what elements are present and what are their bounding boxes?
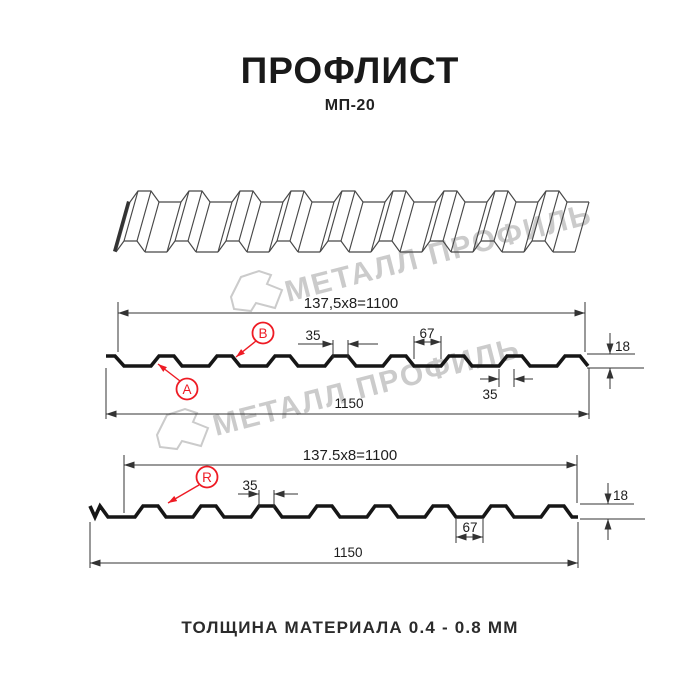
side-a-label: A [182, 382, 191, 397]
side-b-marker [251, 321, 275, 345]
brand-logo-icon [155, 407, 210, 451]
dim-overall-width: 1150 [334, 396, 363, 411]
material-thickness-note: ТОЛЩИНА МАТЕРИАЛА 0.4 - 0.8 ММ [181, 618, 519, 637]
side-b-label: B [258, 326, 267, 341]
dim-crest-width: 35 [242, 478, 257, 493]
profile-outline [88, 502, 578, 522]
brand-logo-icon [229, 269, 284, 313]
dim-height: 18 [615, 339, 630, 354]
watermark-text: МЕТАЛЛ ПРОФИЛЬ [209, 332, 523, 443]
dim-valley-width: 67 [419, 326, 434, 341]
page-subtitle: МП-20 [324, 97, 376, 114]
dim-valley-width: 67 [462, 520, 477, 535]
sheet-cut-edge [113, 201, 130, 252]
dim-crest-width: 35 [305, 328, 320, 343]
dim-height: 18 [613, 488, 628, 503]
page-title: ПРОФЛИСТ [240, 50, 460, 91]
dim-base-width: 35 [482, 387, 497, 402]
watermark: МЕТАЛЛ ПРОФИЛЬ [229, 198, 596, 313]
profile-3d-view [113, 190, 590, 253]
side-a-marker [175, 377, 199, 401]
profile-diagram-bottom: 137.5x8=1100 35 67 18 1150 [88, 447, 645, 568]
side-r-marker [195, 465, 219, 489]
watermark-text: МЕТАЛЛ ПРОФИЛЬ [281, 198, 595, 309]
dim-pitch-top: 137,5x8=1100 [304, 295, 398, 312]
dim-pitch-bottom: 137.5x8=1100 [303, 447, 397, 464]
side-r-label: R [202, 470, 212, 485]
watermark: МЕТАЛЛ ПРОФИЛЬ [155, 332, 524, 451]
profile-diagram-top: 137,5x8=1100 35 67 18 35 [105, 295, 644, 419]
dim-overall-width: 1150 [333, 545, 362, 560]
